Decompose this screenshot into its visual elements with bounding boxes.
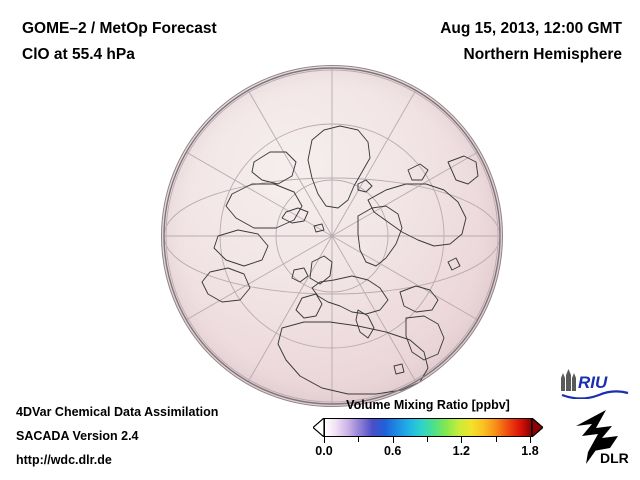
instrument-title: GOME–2 / MetOp Forecast (22, 20, 217, 37)
colorbar-strip (313, 418, 543, 437)
header-right: Aug 15, 2013, 12:00 GMT Northern Hemisph… (440, 16, 622, 68)
riu-wordmark: RIU (578, 373, 608, 392)
colorbar-extend-min-icon (313, 418, 324, 437)
hemisphere-label: Northern Hemisphere (463, 46, 622, 63)
graticule (163, 68, 501, 404)
colorbar-title: Volume Mixing Ratio [ppbv] (346, 398, 510, 412)
colorbar-major-tick (392, 437, 394, 443)
colorbar-tick-label: 0.0 (315, 444, 333, 458)
colorbar-tick-label: 1.2 (452, 444, 471, 458)
colorbar-ticks (313, 437, 543, 443)
dlr-star-icon (576, 410, 618, 464)
riu-logo-mark: RIU (561, 369, 629, 400)
riu-swoosh-icon (561, 390, 629, 400)
colorbar-major-tick (324, 437, 325, 443)
colorbar-minor-tick (495, 437, 497, 442)
species-level-title: ClO at 55.4 hPa (22, 46, 135, 63)
riu-logo: RIU (559, 369, 631, 400)
colorbar-extend-max-icon (532, 418, 543, 437)
header-left: GOME–2 / MetOp Forecast ClO at 55.4 hPa (22, 16, 217, 68)
colorbar-gradient (324, 418, 532, 437)
dlr-logo-mark: DLR (576, 410, 629, 466)
colorbar-minor-tick (427, 437, 428, 442)
datetime-label: Aug 15, 2013, 12:00 GMT (440, 20, 622, 37)
colorbar-tick-labels: 0.0 0.6 1.2 1.8 (313, 444, 543, 462)
colorbar-tick-label: 0.6 (383, 444, 402, 458)
dlr-wordmark: DLR (600, 450, 629, 466)
credit-line-method: 4DVar Chemical Data Assimilation (16, 405, 219, 419)
globe-map (161, 65, 503, 407)
globe-disc (161, 65, 503, 407)
credit-line-url[interactable]: http://wdc.dlr.de (16, 453, 112, 467)
colorbar: Volume Mixing Ratio [ppbv] 0.0 0.6 1.2 1.8 (313, 398, 543, 462)
footer-credits: 4DVar Chemical Data Assimilation SACADA … (16, 400, 218, 472)
dlr-logo: DLR (566, 408, 632, 468)
colorbar-major-tick (461, 437, 463, 443)
credit-line-version: SACADA Version 2.4 (16, 429, 139, 443)
colorbar-tick-label: 1.8 (521, 444, 539, 458)
globe-limb (163, 67, 501, 405)
colorbar-major-tick (530, 437, 531, 443)
colorbar-minor-tick (358, 437, 360, 442)
coastlines (201, 125, 479, 395)
globe-vector (163, 67, 501, 405)
riu-tower-icon (561, 369, 576, 391)
